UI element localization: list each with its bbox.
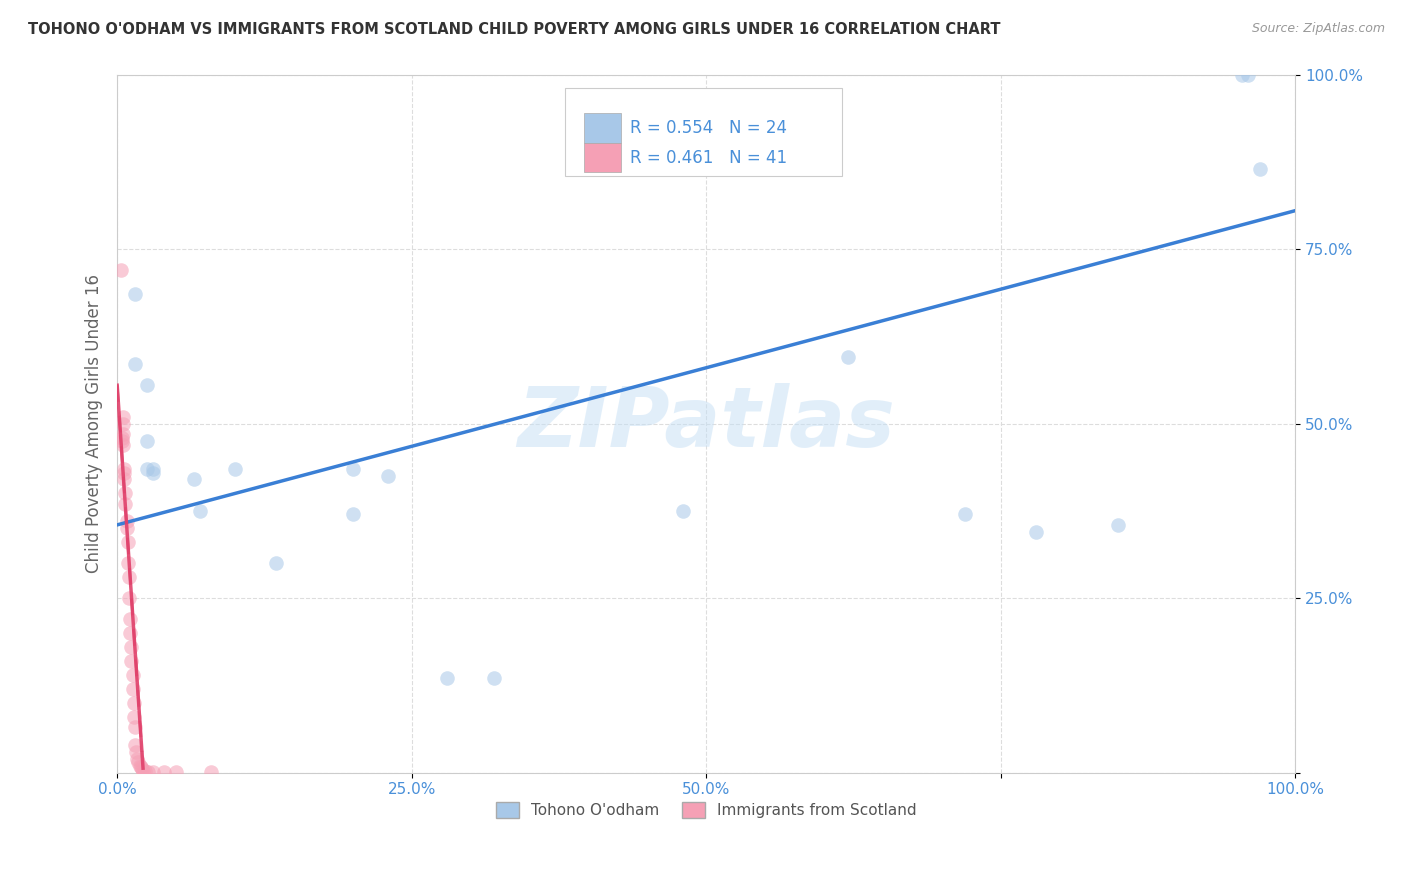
FancyBboxPatch shape (583, 113, 621, 143)
Point (122, 710, 145, 724)
Point (129, 760, 152, 774)
Point (436, 672, 458, 686)
Point (117, 535, 139, 549)
Point (120, 640, 142, 654)
Point (141, 765, 163, 780)
Point (141, 466, 163, 480)
Point (124, 738, 146, 752)
Point (115, 515, 138, 529)
Point (128, 758, 150, 772)
Point (112, 427, 135, 442)
Point (125, 745, 148, 759)
Point (183, 473, 205, 487)
Point (1237, 68, 1260, 82)
Point (120, 612, 142, 626)
Point (200, 765, 222, 780)
Point (224, 462, 246, 476)
Point (135, 434, 157, 448)
Point (1025, 524, 1047, 539)
Text: R = 0.554   N = 24: R = 0.554 N = 24 (630, 120, 786, 137)
Point (1107, 517, 1129, 532)
Point (112, 462, 135, 476)
Point (124, 357, 146, 371)
Point (1230, 68, 1253, 82)
Point (112, 466, 135, 480)
Point (124, 720, 146, 734)
Point (122, 696, 145, 710)
Point (127, 752, 149, 766)
Point (342, 462, 364, 476)
Point (110, 263, 132, 277)
Text: Source: ZipAtlas.com: Source: ZipAtlas.com (1251, 22, 1385, 36)
Point (114, 486, 136, 500)
Point (120, 654, 142, 668)
Point (118, 591, 141, 606)
Point (135, 462, 157, 476)
Point (117, 556, 139, 570)
Point (121, 681, 143, 696)
FancyBboxPatch shape (565, 88, 842, 176)
Point (165, 765, 187, 780)
Point (131, 762, 153, 776)
Point (127, 756, 149, 770)
Point (837, 351, 859, 365)
Point (342, 508, 364, 522)
Point (136, 765, 159, 780)
Point (112, 409, 135, 424)
Legend: Tohono O'odham, Immigrants from Scotland: Tohono O'odham, Immigrants from Scotland (489, 797, 922, 824)
Point (672, 504, 695, 518)
Point (482, 672, 505, 686)
Y-axis label: Child Poverty Among Girls Under 16: Child Poverty Among Girls Under 16 (86, 274, 103, 574)
Point (132, 764, 155, 778)
Point (114, 497, 136, 511)
Point (112, 473, 135, 487)
Point (115, 521, 138, 535)
Point (111, 431, 134, 445)
Point (121, 668, 143, 682)
Point (120, 626, 142, 640)
FancyBboxPatch shape (583, 143, 621, 172)
Point (135, 378, 157, 392)
Text: ZIPatlas: ZIPatlas (517, 384, 896, 464)
Point (124, 287, 146, 301)
Point (955, 508, 977, 522)
Point (112, 437, 135, 451)
Text: TOHONO O'ODHAM VS IMMIGRANTS FROM SCOTLAND CHILD POVERTY AMONG GIRLS UNDER 16 CO: TOHONO O'ODHAM VS IMMIGRANTS FROM SCOTLA… (28, 22, 1001, 37)
Point (111, 434, 134, 448)
Point (1249, 161, 1271, 176)
Point (264, 556, 287, 570)
Text: R = 0.461   N = 41: R = 0.461 N = 41 (630, 149, 787, 167)
Point (153, 765, 176, 780)
Point (118, 570, 141, 584)
Point (188, 504, 211, 518)
Point (141, 462, 163, 476)
Point (112, 417, 135, 431)
Point (134, 764, 156, 779)
Point (377, 469, 399, 483)
